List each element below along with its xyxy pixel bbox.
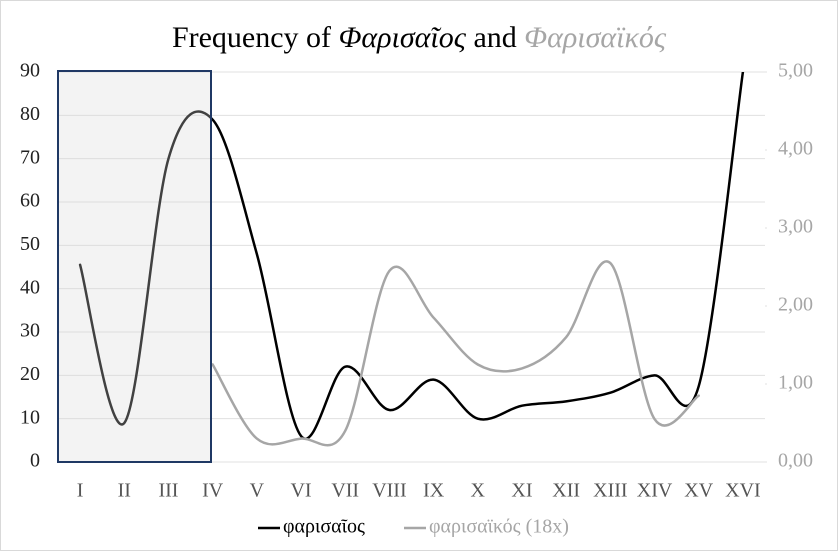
- x-tick-label: I: [77, 480, 84, 502]
- x-tick-label: V: [250, 480, 265, 502]
- highlight-box: [57, 70, 212, 463]
- series-line: [211, 260, 700, 447]
- x-tick-label: IX: [423, 480, 445, 502]
- x-tick-label: IV: [202, 480, 224, 502]
- y2-tick-label: 3,00: [778, 216, 813, 238]
- y2-tick-label: 1,00: [778, 372, 813, 394]
- chart-title: Frequency of Φαρισαῖος and Φαρισαϊκός: [172, 21, 667, 54]
- x-tick-label: XVI: [725, 480, 761, 502]
- y2-tick-label: 0,00: [778, 450, 813, 472]
- y-tick-label: 30: [20, 320, 40, 342]
- x-tick-label: X: [471, 480, 486, 502]
- x-tick-label: XV: [684, 480, 713, 502]
- y2-tick-label: 2,00: [778, 294, 813, 316]
- legend-label: φαρισαῖος: [283, 516, 365, 538]
- y-tick-label: 20: [20, 363, 40, 385]
- y-tick-label: 90: [20, 60, 40, 82]
- legend-label: φαρισαϊκός (18x): [429, 516, 569, 538]
- x-tick-label: VII: [331, 480, 359, 502]
- y-tick-label: 60: [20, 190, 40, 212]
- y-tick-label: 10: [20, 406, 40, 428]
- y2-tick-label: 4,00: [778, 138, 813, 160]
- y2-tick-label: 5,00: [778, 60, 813, 82]
- x-tick-label: II: [118, 480, 131, 502]
- y-tick-label: 40: [20, 276, 40, 298]
- x-tick-label: XIV: [637, 480, 673, 502]
- y-tick-label: 80: [20, 103, 40, 125]
- plot: [78, 72, 745, 447]
- x-tick-label: III: [158, 480, 178, 502]
- y-tick-label: 70: [20, 146, 40, 168]
- x-tick-label: VIII: [372, 480, 406, 502]
- title-text: Frequency of: [172, 21, 331, 54]
- title-text: and: [473, 21, 516, 54]
- y-tick-label: 50: [20, 233, 40, 255]
- title-term: Φαρισαϊκός: [524, 21, 667, 54]
- series-line: [78, 72, 745, 440]
- x-tick-label: VI: [290, 480, 311, 502]
- title-term: Φαρισαῖος: [339, 21, 467, 54]
- x-tick-label: XIII: [593, 480, 627, 502]
- x-tick-label: XII: [552, 480, 580, 502]
- labels: 0 10 20 30 40 50 60 70 80 90 0,00 1,00 2,00 3,00 4,00 5…: [20, 60, 813, 538]
- y-tick-label: 0: [30, 450, 40, 472]
- x-tick-label: XI: [511, 480, 532, 502]
